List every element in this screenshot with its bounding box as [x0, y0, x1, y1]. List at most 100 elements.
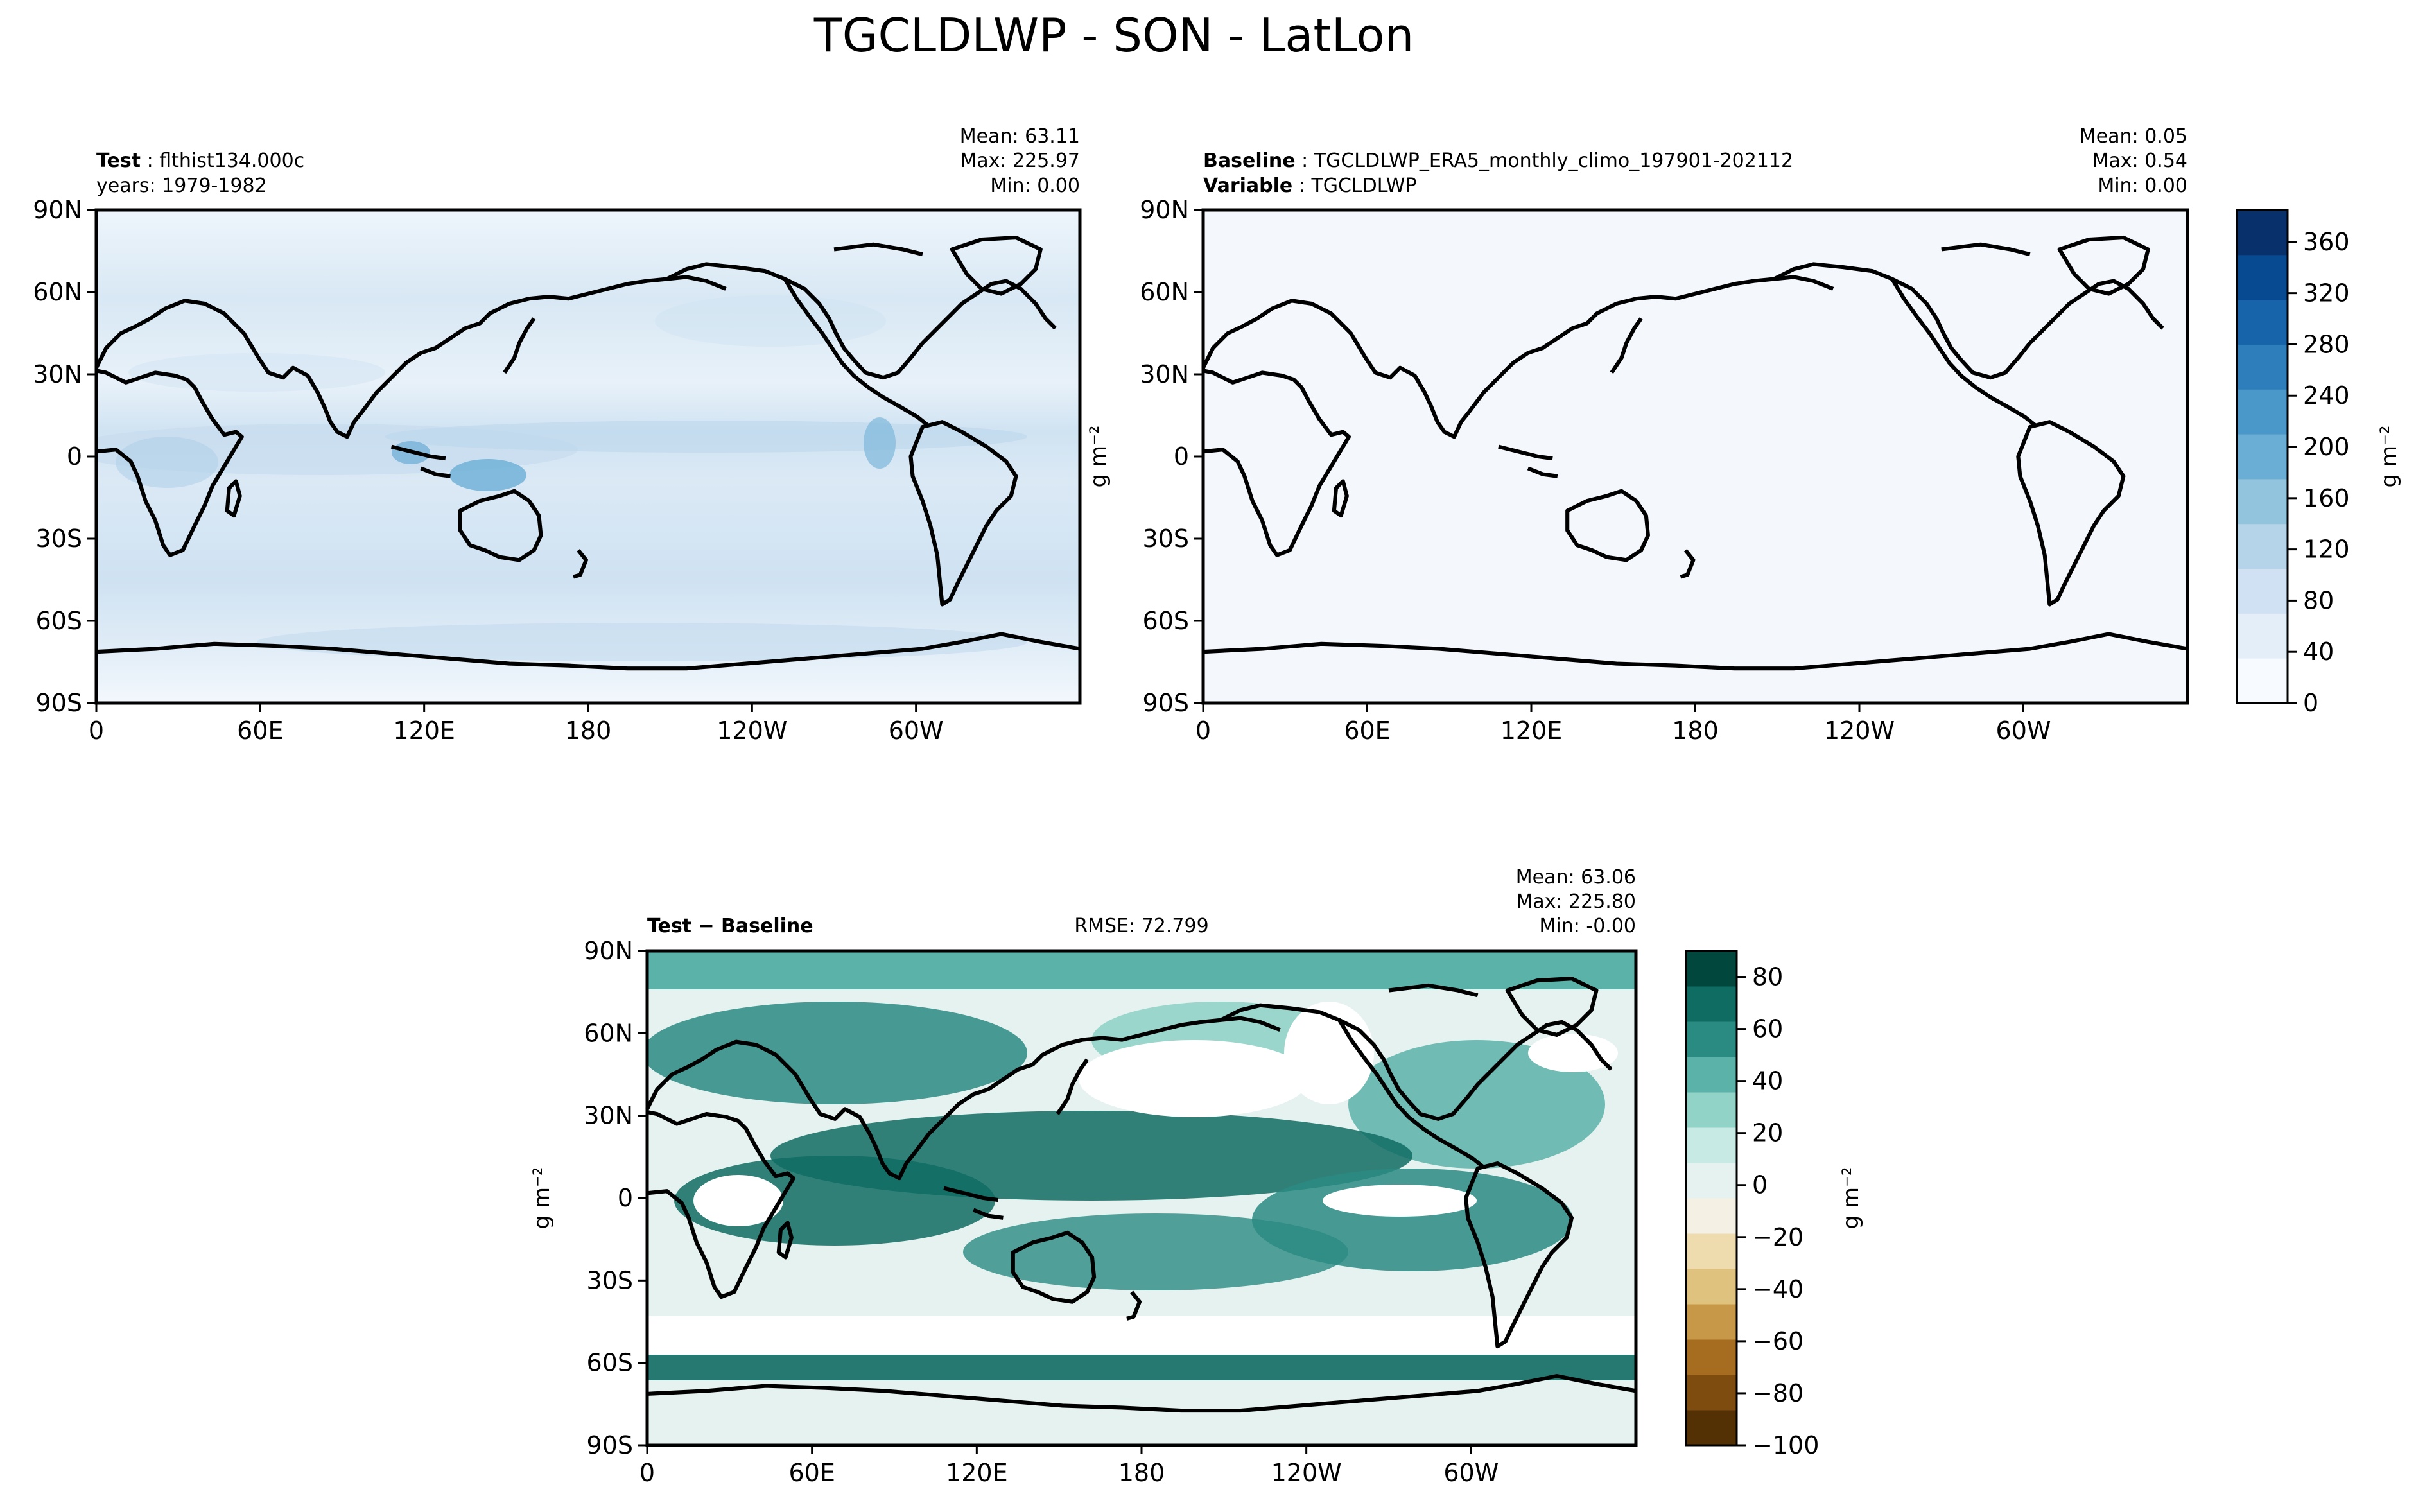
- colorbar-band: [2237, 478, 2288, 525]
- x-tick-label: 60W: [1996, 717, 2051, 745]
- x-tick-label: 120W: [1271, 1459, 1342, 1487]
- x-tick-label: 60E: [788, 1459, 835, 1487]
- colorbar-band: [1686, 986, 1737, 1022]
- test-map-patterns: [96, 295, 1027, 661]
- colorbar-band: [1686, 951, 1737, 987]
- colorbar-band: [1686, 1057, 1737, 1093]
- difference-panel: Test − Baseline RMSE: 72.799 Mean: 63.06…: [529, 866, 1636, 1487]
- colorbar-tick-label: 160: [2303, 484, 2350, 512]
- y-tick-label: 60S: [1143, 607, 1189, 635]
- difference-stat-mean: Mean: 63.06: [1516, 866, 1636, 889]
- colorbar-band: [2237, 568, 2288, 614]
- y-tick-label: 90S: [587, 1431, 633, 1459]
- x-tick-label: 0: [639, 1459, 655, 1487]
- x-tick-label: 180: [565, 717, 612, 745]
- colorbar-band: [1686, 1304, 1737, 1340]
- baseline-ylabel: g m⁻²: [1086, 425, 1111, 487]
- y-tick-label: 90S: [36, 689, 82, 717]
- colorbar-tick-label: −80: [1752, 1379, 1803, 1407]
- colorbar-tick-label: −60: [1752, 1327, 1803, 1355]
- colorbar-tick-label: 20: [1752, 1119, 1783, 1147]
- colorbar-band: [2237, 658, 2288, 704]
- colorbar-tick-label: 200: [2303, 433, 2350, 461]
- y-tick-label: 30N: [1140, 360, 1189, 388]
- y-tick-label: 30S: [1143, 525, 1189, 553]
- colorbar-tick-label: 0: [2303, 689, 2318, 717]
- y-tick-label: 0: [67, 442, 82, 471]
- baseline-map-field: [1203, 210, 2187, 703]
- colorbar-tick-label: −20: [1752, 1223, 1803, 1251]
- x-tick-label: 120E: [393, 717, 455, 745]
- diff-colorbar-ticks: 80 60 40 20 0 −20 −40 −60 −80 −100: [1737, 963, 1819, 1459]
- colorbar-tick-label: −40: [1752, 1275, 1803, 1303]
- x-tick-label: 180: [1672, 717, 1719, 745]
- colorbar-tick-label: 320: [2303, 279, 2350, 308]
- difference-map-patterns: [647, 951, 1636, 1445]
- main-colorbar: 360 320 280 240 200 160 120 80 40 0 g m⁻²: [2236, 209, 2402, 717]
- colorbar-tick-label: 80: [1752, 963, 1783, 991]
- main-colorbar-ticks: 360 320 280 240 200 160 120 80 40 0: [2288, 228, 2350, 717]
- colorbar-band: [2237, 389, 2288, 435]
- svg-text:Test : flthist134.000c: Test : flthist134.000c: [96, 150, 304, 172]
- test-axis-ticks: 0 60E 120E 180 120W 60W 90N 60N 30N 0 30S 60S 90S: [33, 196, 943, 745]
- baseline-header-value: TGCLDLWP_ERA5_monthly_climo_197901-20211…: [1314, 150, 1793, 172]
- colorbar-band: [1686, 1198, 1737, 1234]
- colorbar-band: [1686, 1092, 1737, 1128]
- y-tick-label: 60S: [587, 1349, 633, 1377]
- difference-ylabel: g m⁻²: [529, 1167, 555, 1229]
- colorbar-band: [1686, 1021, 1737, 1057]
- colorbar-tick-label: 280: [2303, 330, 2350, 358]
- difference-rmse: RMSE: 72.799: [1074, 915, 1208, 937]
- x-tick-label: 0: [1195, 717, 1211, 745]
- y-tick-label: 30N: [584, 1102, 633, 1130]
- diff-colorbar-bands: [1686, 951, 1737, 1446]
- colorbar-band: [2237, 344, 2288, 390]
- colorbar-tick-label: −100: [1752, 1431, 1819, 1459]
- y-tick-label: 0: [1174, 442, 1189, 471]
- baseline-panel: Baseline : TGCLDLWP_ERA5_monthly_climo_1…: [1086, 125, 2187, 745]
- colorbar-band: [1686, 1127, 1737, 1163]
- colorbar-band: [1686, 1233, 1737, 1269]
- colorbar-band: [2237, 299, 2288, 345]
- x-tick-label: 0: [89, 717, 104, 745]
- colorbar-tick-label: 0: [1752, 1171, 1768, 1199]
- difference-axis-ticks: 0 60E 120E 180 120W 60W 90N 60N 30N 0 30S 60S 90S: [584, 937, 1499, 1487]
- x-tick-label: 120E: [1500, 717, 1563, 745]
- baseline-stat-min: Min: 0.00: [2098, 175, 2187, 197]
- figure-title: TGCLDLWP - SON - LatLon: [813, 8, 1414, 62]
- x-tick-label: 60W: [1443, 1459, 1499, 1487]
- baseline-header-label: Baseline: [1203, 150, 1296, 172]
- colorbar-tick-label: 60: [1752, 1015, 1783, 1043]
- colorbar-band: [2237, 210, 2288, 256]
- test-stat-max: Max: 225.97: [960, 150, 1080, 172]
- y-tick-label: 30S: [587, 1266, 633, 1294]
- difference-stat-min: Min: -0.00: [1540, 915, 1637, 937]
- y-tick-label: 90N: [1140, 196, 1189, 224]
- svg-text:Baseline : TGCLDLWP_ERA5_month: Baseline : TGCLDLWP_ERA5_monthly_climo_1…: [1203, 150, 1793, 172]
- y-tick-label: 30N: [33, 360, 82, 388]
- baseline-stat-max: Max: 0.54: [2092, 150, 2187, 172]
- test-stat-mean: Mean: 63.11: [960, 125, 1080, 148]
- test-stat-min: Min: 0.00: [990, 175, 1080, 197]
- colorbar-tick-label: 40: [1752, 1067, 1783, 1095]
- colorbar-tick-label: 40: [2303, 638, 2334, 666]
- svg-text:Variable : TGCLDLWP: Variable : TGCLDLWP: [1203, 175, 1417, 197]
- diff-colorbar-frame: [1685, 950, 1738, 1447]
- y-tick-label: 60N: [33, 278, 82, 306]
- baseline-variable-label: Variable: [1203, 175, 1292, 197]
- difference-header-label: Test − Baseline: [647, 915, 813, 937]
- x-tick-label: 60W: [889, 717, 944, 745]
- x-tick-label: 120W: [717, 717, 787, 745]
- test-panel: Test : flthist134.000c years: 1979-1982 …: [33, 125, 1080, 745]
- x-tick-label: 120E: [946, 1459, 1008, 1487]
- y-tick-label: 60S: [36, 607, 82, 635]
- colorbar-band: [1686, 1375, 1737, 1411]
- y-tick-label: 90N: [33, 196, 82, 224]
- baseline-stat-mean: Mean: 0.05: [2080, 125, 2187, 148]
- x-tick-label: 60E: [237, 717, 283, 745]
- colorbar-tick-label: 360: [2303, 228, 2350, 256]
- x-tick-label: 120W: [1824, 717, 1895, 745]
- colorbar-band: [2237, 434, 2288, 480]
- baseline-variable-value: TGCLDLWP: [1310, 175, 1416, 197]
- colorbar-tick-label: 80: [2303, 586, 2334, 614]
